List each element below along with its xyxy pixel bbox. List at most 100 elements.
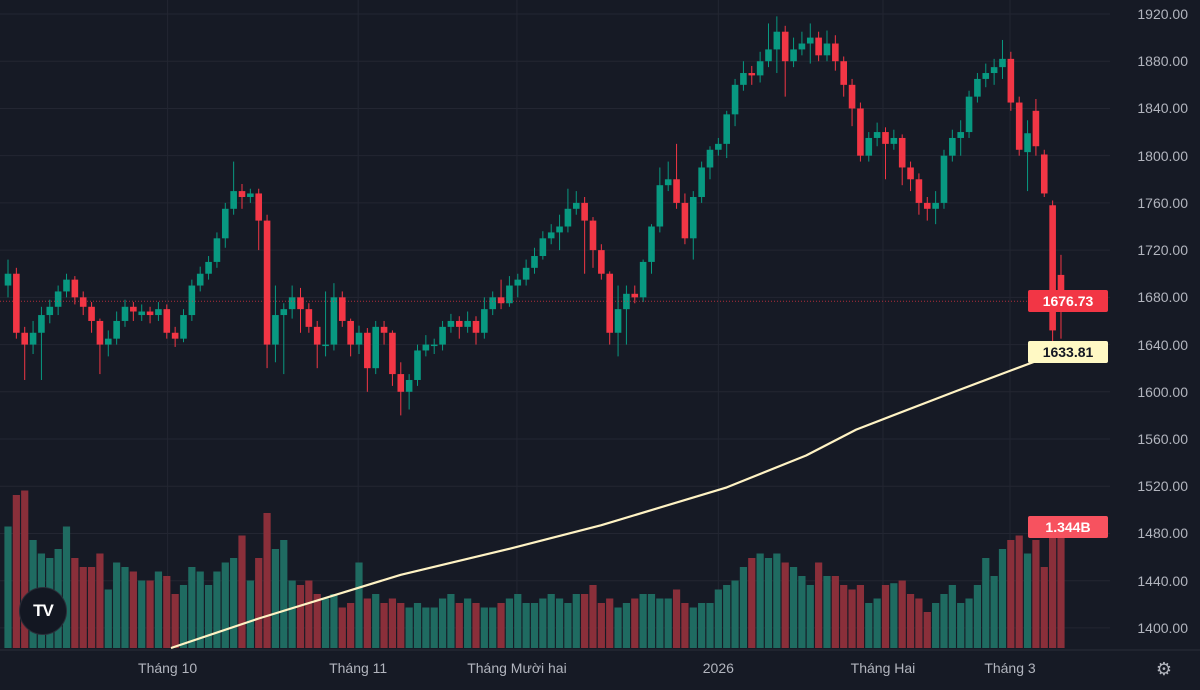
volume-bar [681,603,689,648]
volume-bar [731,580,739,648]
volume-bar [898,580,906,648]
candle-body [740,73,747,85]
volume-bar [472,603,480,648]
volume-bar [163,576,171,648]
volume-bar [739,567,748,648]
candle-body [288,297,296,310]
candle-body [372,326,380,369]
volume-bar [848,589,856,648]
volume-bar [614,607,622,648]
volume-bar [923,612,931,648]
candle-body [1007,58,1015,103]
candle-body [130,306,137,312]
moving-average-line [170,350,1062,650]
candle-body [255,193,263,221]
candle-body [698,167,705,197]
volume-bar [355,562,363,648]
volume-bar [940,594,948,648]
candle-body [79,297,87,307]
volume-bar [631,598,639,648]
volume-bar [597,603,605,648]
volume-bar [881,585,890,648]
gear-icon[interactable]: ⚙ [1155,659,1173,679]
candle-body [138,311,146,316]
candle-body [631,293,639,298]
volume-bar [196,571,204,648]
candle-body [121,306,129,321]
volume-bar [706,603,714,648]
volume-bar [756,553,764,648]
volume-bar [480,607,488,648]
candle-body [648,226,655,262]
volume-bar [271,549,280,648]
volume-bar [948,585,956,648]
candle-body [823,43,831,56]
candle-body [756,61,764,76]
volume-bar [723,585,731,648]
candle-body [781,31,789,62]
candle-body [21,332,29,345]
candle-body [4,273,12,286]
candle-body [247,193,254,197]
volume-bar [4,526,12,648]
volume-bar [430,607,438,648]
candle-body [932,202,939,209]
candle-body [104,338,112,345]
candle-body [815,37,822,56]
volume-bar [581,594,589,648]
volume-bars [4,490,1065,648]
volume-bar [280,540,288,648]
volume-bar [982,558,990,648]
volume-bar [79,567,87,648]
price-tick-label: 1680.00 [1137,289,1188,306]
candle-body [949,137,956,156]
price-tick-label: 1880.00 [1137,53,1188,70]
volume-bar [347,603,355,648]
volume-bar [372,594,380,648]
volume-bar [781,562,789,648]
volume-bar [1040,567,1048,648]
candle-body [13,273,20,333]
volume-bar [313,594,321,648]
volume-bar [321,598,330,648]
volume-bar [380,603,388,648]
volume-bar [413,603,422,648]
volume-bar [255,558,263,648]
candle-body [664,179,672,186]
volume-bar [973,585,982,648]
volume-bar [129,571,137,648]
candle-body [957,132,964,138]
volume-bar [246,580,254,648]
candle-body [155,309,162,316]
candle-body [556,226,563,233]
candle-body [54,291,62,307]
volume-bar [647,594,656,648]
candle-body [1049,205,1056,331]
candle-body [1057,274,1065,302]
candle-body [221,208,229,239]
candle-body [673,179,680,203]
candle-body [715,143,722,150]
volume-bar [154,571,163,648]
candle-body [915,179,923,203]
candle-body [63,279,70,292]
volume-bar [438,598,447,648]
volume-bar [221,562,229,648]
candle-body [380,326,388,333]
volume-bar [890,583,898,648]
moving-average-badge: 1633.81 [1028,340,1108,363]
volume-bar [530,603,539,648]
candle-body [46,306,54,316]
candle-body [96,320,104,345]
candle-body [965,96,973,133]
candle-body [497,297,505,304]
candles [4,16,1065,416]
volume-bar [1023,553,1032,648]
candle-body [196,273,204,286]
candle-body [898,137,906,168]
candle-body [347,320,354,345]
volume-bar [823,576,831,648]
tradingview-logo[interactable]: TV [19,587,67,635]
candle-body [38,315,45,333]
